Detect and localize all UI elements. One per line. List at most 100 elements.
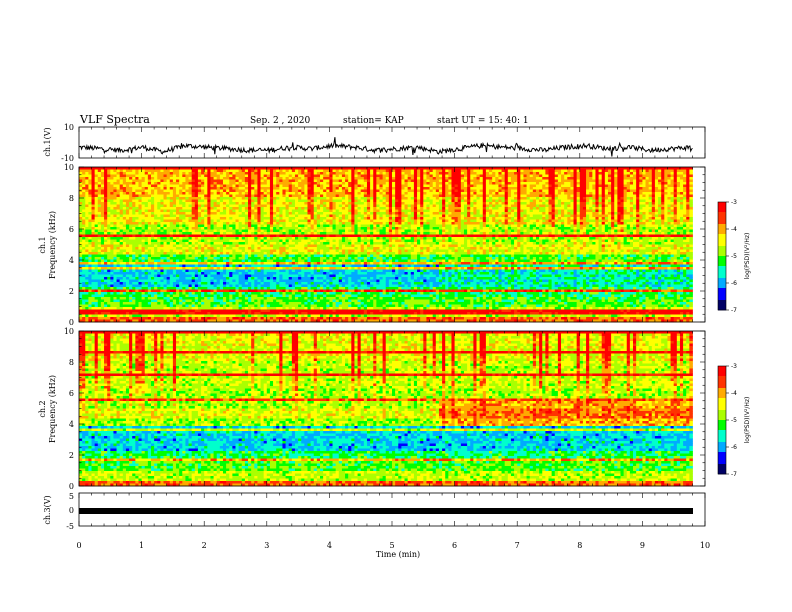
spectrogram-cell	[457, 224, 462, 228]
spectrogram-cell	[673, 172, 678, 175]
spectrogram-cell	[542, 212, 546, 215]
spectrogram-cell	[429, 182, 434, 185]
spectrogram-cell	[689, 182, 693, 185]
spectrogram-cell	[532, 174, 537, 178]
spectrogram-cell	[113, 192, 117, 195]
spectrogram-cell	[88, 212, 92, 215]
spectrogram-cell	[357, 194, 362, 198]
spectrogram-cell	[332, 172, 337, 175]
spectrogram-cell	[97, 217, 102, 220]
spectrogram-cell	[282, 189, 286, 193]
spectrogram-cell	[279, 192, 283, 195]
spectrogram-cell	[354, 199, 358, 203]
spectrogram-cell	[276, 222, 280, 225]
spectrogram-cell	[548, 199, 553, 203]
spectrogram-cell	[438, 192, 443, 195]
spectrogram-cell	[526, 197, 531, 200]
spectrogram-cell	[141, 194, 146, 198]
spectrogram-cell	[673, 167, 678, 170]
spectrogram-cell	[654, 197, 659, 200]
spectrogram-cell	[661, 167, 665, 170]
spectrogram-cell	[557, 204, 562, 208]
spectrogram-cell	[285, 209, 290, 213]
spectrogram-cell	[567, 179, 571, 183]
spectrogram-cell	[276, 207, 280, 210]
spectrogram-cell	[329, 209, 333, 213]
spectrogram-cell	[241, 194, 246, 198]
spectrogram-cell	[197, 167, 202, 170]
spectrogram-cell	[138, 187, 142, 190]
spectrogram-cell	[535, 222, 540, 225]
spectrogram-cell	[454, 217, 459, 220]
spectrogram-cell	[176, 172, 180, 175]
spectrogram-cell	[510, 227, 515, 230]
spectrogram-cell	[169, 199, 174, 203]
spectrogram-cell	[554, 219, 559, 223]
spectrogram-cell	[329, 172, 333, 175]
spectrogram-cell	[551, 172, 556, 175]
spectrogram-cell	[291, 217, 296, 220]
spectrogram-cell	[432, 204, 437, 208]
spectrogram-cell	[191, 204, 196, 208]
spectrogram-cell	[539, 204, 543, 208]
spectrogram-cell	[222, 179, 227, 183]
spectrogram-cell	[229, 197, 233, 200]
spectrogram-cell	[689, 167, 693, 170]
spectrogram-cell	[470, 177, 474, 180]
spectrogram-cell	[532, 222, 537, 225]
spectrogram-cell	[542, 187, 546, 190]
spectrogram-cell	[642, 219, 646, 223]
spectrogram-cell	[188, 179, 193, 183]
spectrogram-cell	[94, 197, 99, 200]
spectrogram-cell	[645, 219, 650, 223]
spectrogram-cell	[150, 224, 155, 228]
spectrogram-cell	[523, 222, 527, 225]
spectrogram-cell	[432, 217, 437, 220]
spectrogram-cell	[570, 192, 574, 195]
spectrogram-cell	[357, 217, 362, 220]
spectrogram-cell	[679, 214, 684, 218]
spectrogram-cell	[567, 174, 571, 178]
spectrogram-cell	[392, 192, 396, 195]
spectrogram-cell	[504, 187, 509, 190]
spectrogram-cell	[639, 219, 643, 223]
spectrogram-cell	[379, 227, 384, 230]
spectrogram-cell	[410, 189, 415, 193]
spectrogram-cell	[451, 227, 455, 230]
spectrogram-cell	[607, 172, 612, 175]
spectrogram-cell	[595, 177, 599, 180]
spectrogram-cell	[176, 199, 180, 203]
spectrogram-cell	[670, 184, 675, 188]
spectrogram-cell	[683, 194, 687, 198]
spectrogram-cell	[473, 187, 477, 190]
spectrogram-cell	[107, 229, 111, 233]
spectrogram-cell	[517, 214, 521, 218]
spectrogram-cell	[670, 197, 675, 200]
spectrogram-cell	[661, 217, 665, 220]
spectrogram-cell	[329, 199, 333, 203]
spectrogram-cell	[160, 194, 164, 198]
spectrogram-cell	[329, 194, 333, 198]
spectrogram-cell	[335, 192, 340, 195]
spectrogram-cell	[607, 207, 612, 210]
spectrogram-cell	[442, 174, 446, 178]
spectrogram-cell	[423, 224, 427, 228]
spectrogram-cell	[385, 187, 390, 190]
spectrogram-cell	[398, 217, 402, 220]
spectrogram-cell	[683, 204, 687, 208]
spectrogram-cell	[91, 194, 96, 198]
spectrogram-cell	[226, 177, 230, 180]
spectrogram-cell	[285, 167, 290, 170]
spectrogram-cell	[341, 209, 346, 213]
spectrogram-cell	[432, 207, 437, 210]
spectrogram-cell	[122, 197, 127, 200]
spectrogram-cell	[144, 187, 149, 190]
spectrogram-cell	[582, 192, 587, 195]
spectrogram-cell	[564, 167, 568, 170]
spectrogram-cell	[670, 172, 675, 175]
spectrogram-cell	[526, 217, 531, 220]
spectrogram-cell	[376, 222, 380, 225]
spectrogram-cell	[485, 197, 490, 200]
spectrogram-cell	[561, 197, 565, 200]
spectrogram-cell	[304, 182, 308, 185]
